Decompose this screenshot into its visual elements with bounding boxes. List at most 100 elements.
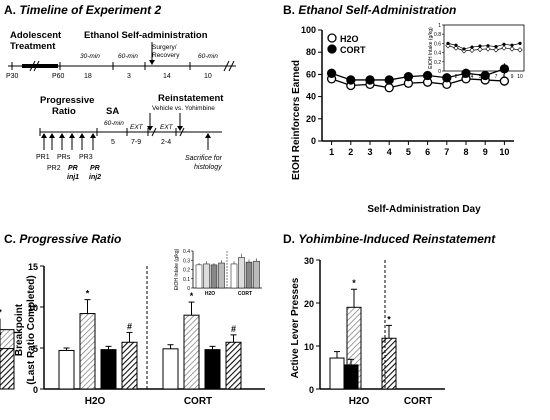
timeline-ext1-count: 7-9 xyxy=(131,139,141,146)
panel-a-title: A. Timeline of Experiment 2 xyxy=(4,3,161,17)
chart-b-inset-data-point xyxy=(485,46,491,52)
chart-b-data-point xyxy=(384,75,394,85)
timeline-adolescent-label: Adolescent xyxy=(10,30,62,41)
chart-b-inset-data-point xyxy=(445,43,451,49)
timeline-p60-label: P60 xyxy=(52,73,65,80)
timeline-pr-inj2-label: PR xyxy=(90,165,100,172)
chart-b-inset-x-tick-label: 7 xyxy=(495,74,498,80)
chart-c-inset-y-tick-label: 0.3 xyxy=(183,258,190,264)
panel-b-title: B. Ethanol Self-Administration xyxy=(283,3,456,17)
chart-d-bar xyxy=(343,364,359,390)
chart-c-bar xyxy=(204,349,221,390)
chart-b-y-tick-label: 40 xyxy=(306,92,316,102)
chart-b-legend-label: CORT xyxy=(340,45,366,55)
timeline-break-mark xyxy=(228,60,235,72)
chart-c-inset-y-tick-label: 0.4 xyxy=(183,249,190,255)
chart-c-inset-bar xyxy=(210,264,218,289)
timeline-reinstatement-arrowhead xyxy=(177,126,183,131)
chart-c-inset-bar xyxy=(218,262,225,289)
chart-b-data-point xyxy=(499,76,510,86)
chart-c-bar xyxy=(162,348,179,390)
chart-d-group-label: CORT xyxy=(404,396,432,407)
chart-b-y-tick-label: 100 xyxy=(301,25,316,35)
chart-c-bar xyxy=(225,341,242,390)
timeline-treatment-label: Treatment xyxy=(10,41,56,52)
chart-c-y-tick-label: 15 xyxy=(28,262,38,272)
chart-c-significance-label: * xyxy=(190,291,194,301)
chart-c-inset-ylabel: EtOH Intake (g/kg) xyxy=(174,248,180,290)
chart-b-inset-data-point xyxy=(462,47,466,51)
chart-b-inset-data-point xyxy=(502,42,506,46)
chart-c-group-label: CORT xyxy=(184,396,212,407)
chart-d-significance-label: * xyxy=(0,330,2,340)
chart-b-inset-series-line xyxy=(447,43,521,50)
chart-b-inset-frame xyxy=(443,24,525,72)
chart-c-inset-bar xyxy=(230,263,238,289)
chart-b-inset-data-point xyxy=(494,45,498,49)
chart-d-y-tick-label: 10 xyxy=(304,342,314,352)
reinstatement-bar-chart: 0 10 20 30 * * * * H2O CORT xyxy=(0,256,445,407)
timeline-seg3-count: 14 xyxy=(163,73,171,80)
chart-b-inset-x-tick-label: 2 xyxy=(455,74,458,80)
chart-b-inset-y-tick-label: 0.6 xyxy=(434,41,441,47)
chart-c-inset-bar xyxy=(253,260,260,289)
timeline-histology-label: histology xyxy=(194,164,222,171)
chart-b-data-point xyxy=(365,75,375,85)
chart-b-inset-data-point xyxy=(469,47,475,53)
chart-b-x-tick-label: 8 xyxy=(463,147,468,157)
chart-b-data-point xyxy=(499,64,510,74)
timeline-sa-count: 5 xyxy=(111,139,115,146)
chart-b-inset-x-tick-label: 10 xyxy=(517,74,523,80)
chart-d-bar xyxy=(381,337,397,390)
chart-b-inset-x-tick-label: 3 xyxy=(463,74,466,80)
chart-d-significance-label: * xyxy=(387,314,391,324)
chart-b-x-tick-label: 7 xyxy=(444,147,449,157)
chart-b-legend-marker xyxy=(327,44,337,54)
timeline-seg1-note: 30-min xyxy=(80,53,100,60)
timeline-pr-inj1-label: PR xyxy=(68,165,78,172)
chart-c-inset-bar xyxy=(203,263,210,289)
timeline-surgery-arrowhead xyxy=(149,60,155,65)
chart-b-x-tick-label: 2 xyxy=(348,147,353,157)
chart-b-x-tick-label: 4 xyxy=(387,147,392,157)
chart-b-data-point xyxy=(403,71,414,82)
timeline-recovery-label: Recovery xyxy=(152,52,180,59)
timeline-prs-label: PRs xyxy=(57,154,71,161)
chart-c-ylabel-line2: (Last Ratio Completed) xyxy=(26,275,37,384)
chart-d-significance-label: * xyxy=(352,278,356,288)
timeline-sacrifice-label: Sacrifice for xyxy=(185,155,223,162)
chart-b-inset-data-point xyxy=(486,44,490,48)
timeline-diagram: Adolescent Treatment Ethanol Self-admini… xyxy=(6,30,236,181)
chart-c-y-tick-label: 0 xyxy=(33,385,38,395)
chart-b-series-line xyxy=(331,78,505,89)
chart-c-y-tick-label: 5 xyxy=(33,344,38,354)
timeline-break-mark xyxy=(223,60,230,72)
timeline-pr-arrows xyxy=(41,133,211,150)
chart-c-inset-y-tick-label: 0.1 xyxy=(183,277,190,283)
chart-b-inset-data-point xyxy=(509,46,515,52)
chart-c-ylabel-line1: Breakpoint xyxy=(14,303,25,356)
chart-b-inset-y-tick-label: 0.4 xyxy=(434,51,441,57)
chart-b-inset-data-point xyxy=(501,45,507,51)
chart-c-y-tick-label: 10 xyxy=(28,303,38,313)
chart-b-inset-data-point xyxy=(478,44,482,48)
chart-d-significance-label: * xyxy=(0,307,2,317)
chart-c-bar xyxy=(100,349,117,390)
chart-d-y-tick-label: 0 xyxy=(309,385,314,395)
chart-b-data-point xyxy=(326,68,337,78)
chart-b-data-point xyxy=(346,75,356,85)
chart-b-y-tick-label: 60 xyxy=(306,69,316,79)
chart-b-ylabel: EtOH Reinforcers Earned xyxy=(291,60,302,180)
chart-b-inset-x-tick-label: 8 xyxy=(503,74,506,80)
chart-b-inset-data-point xyxy=(470,45,474,49)
timeline-vehicle-label: Vehicle vs. Yohimbine xyxy=(152,105,215,112)
chart-c-inset-y-tick-label: 0 xyxy=(187,286,190,292)
chart-b-x-tick-label: 9 xyxy=(483,147,488,157)
chart-b-data-point xyxy=(422,70,433,81)
timeline-ext2-label: EXT xyxy=(160,124,174,131)
timeline-break-mark xyxy=(29,60,36,72)
timeline-break-mark xyxy=(179,127,185,137)
chart-b-inset-y-tick-label: 0.2 xyxy=(434,60,441,66)
